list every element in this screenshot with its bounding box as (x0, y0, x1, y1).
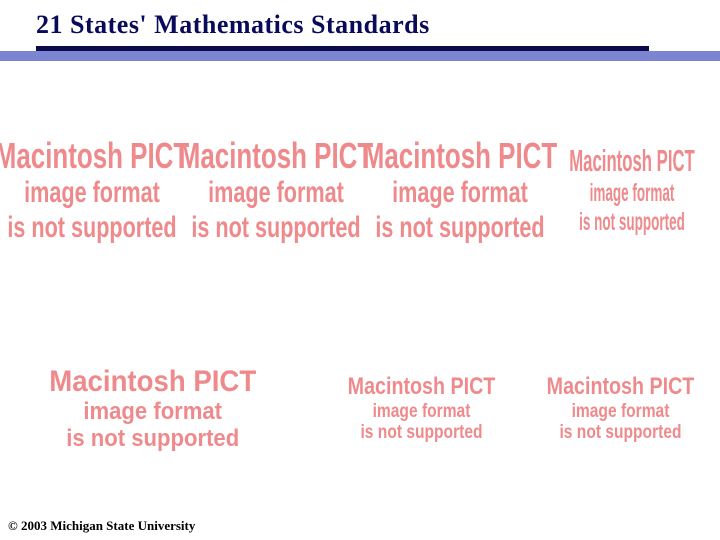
error-line-3: is not supported (7, 211, 176, 246)
error-line-2: image format (83, 399, 222, 426)
pict-error-block: Macintosh PICT image format is not suppo… (0, 363, 296, 455)
error-line-3: is not supported (191, 211, 360, 246)
error-line-1: Macintosh PICT (547, 374, 695, 401)
error-line-3: is not supported (360, 422, 482, 443)
error-line-1: Macintosh PICT (348, 374, 496, 401)
pict-error-block: Macintosh PICT image format is not suppo… (25, 135, 159, 245)
error-line-1: Macintosh PICT (49, 365, 256, 399)
error-row-2: Macintosh PICT image format is not suppo… (0, 363, 720, 455)
error-line-1: Macintosh PICT (569, 143, 695, 179)
error-line-2: image format (572, 401, 670, 422)
pict-error-block: Macintosh PICT image format is not suppo… (209, 135, 343, 245)
header: 21 States' Mathematics Standards (0, 0, 720, 61)
error-line-2: image format (24, 176, 160, 211)
title-area: 21 States' Mathematics Standards (0, 0, 720, 48)
error-line-1: Macintosh PICT (179, 135, 373, 176)
error-line-2: image format (373, 401, 471, 422)
error-line-2: image format (208, 176, 344, 211)
error-line-1: Macintosh PICT (363, 135, 557, 176)
error-line-2: image format (590, 179, 675, 208)
header-blue-strip (0, 51, 720, 61)
error-line-3: is not supported (579, 208, 685, 237)
pict-error-block: Macintosh PICT image format is not suppo… (588, 143, 675, 236)
pict-error-block: Macintosh PICT image format is not suppo… (393, 135, 527, 245)
error-line-1: Macintosh PICT (0, 135, 189, 176)
pict-error-block: Macintosh PICT image format is not suppo… (539, 363, 702, 455)
footer-copyright: © 2003 Michigan State University (8, 518, 195, 534)
title-underline (36, 46, 649, 51)
error-line-3: is not supported (66, 426, 239, 453)
error-row-1: Macintosh PICT image format is not suppo… (0, 117, 720, 263)
error-line-2: image format (392, 176, 528, 211)
error-line-3: is not supported (375, 211, 544, 246)
pict-error-block: Macintosh PICT image format is not suppo… (340, 363, 503, 455)
content-area: Macintosh PICT image format is not suppo… (0, 117, 720, 455)
page-title: 21 States' Mathematics Standards (36, 10, 720, 40)
error-line-3: is not supported (559, 422, 681, 443)
